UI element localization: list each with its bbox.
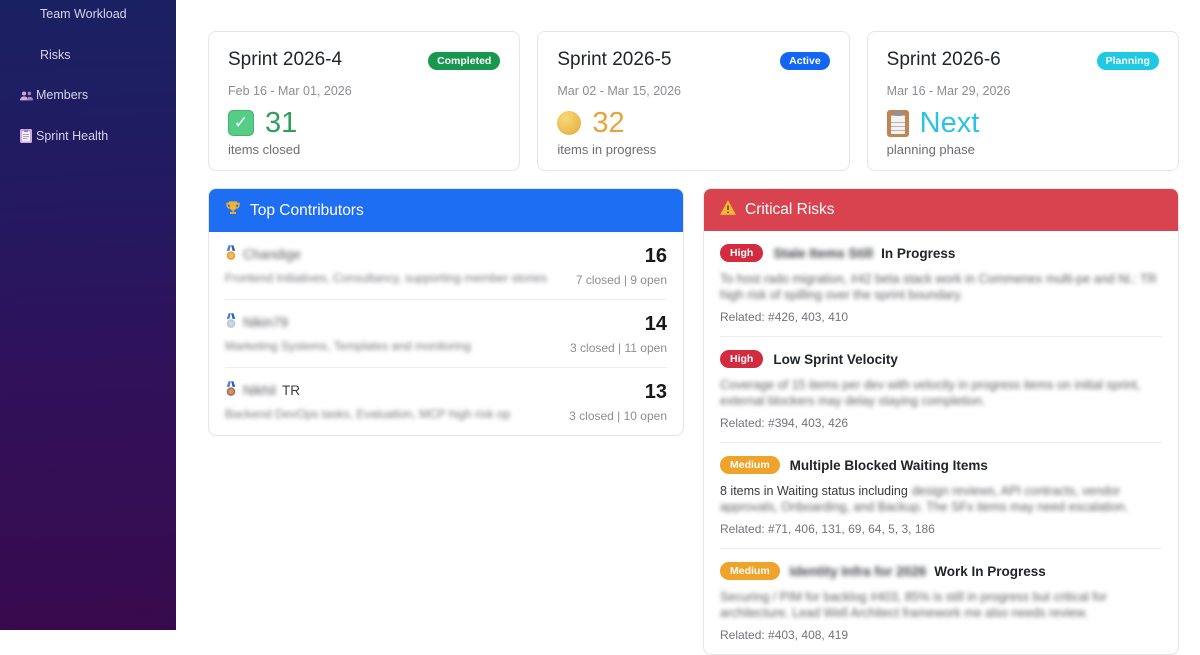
sidebar-item-team-workload[interactable]: Team Workload	[0, 0, 176, 35]
sprint-title: Sprint 2026-6	[886, 49, 1001, 70]
sprint-health-icon	[20, 128, 33, 143]
contributor-count: 13	[644, 381, 667, 403]
contributor-stats: 3 closed | 10 open	[569, 409, 667, 423]
status-badge: Completed	[428, 52, 501, 70]
sprint-card-2026-5: Sprint 2026-5 Active Mar 02 - Mar 15, 20…	[537, 31, 850, 171]
risk-description: 8 items in Waiting status including	[720, 484, 908, 498]
risk-title-redacted: Stale Items Still	[773, 245, 874, 261]
status-badge: Active	[780, 52, 830, 70]
check-square-icon: ✓	[228, 110, 254, 136]
sidebar-nav: Team Workload Risks Members Sprint Healt…	[0, 0, 176, 156]
panel-title: Critical Risks	[745, 201, 835, 218]
contributor-description: Frontend Initiatives, Consultancy, suppo…	[225, 271, 547, 285]
risk-row: Medium Multiple Blocked Waiting Items 8 …	[720, 442, 1162, 548]
contributor-name: Nikin79	[243, 315, 289, 330]
risk-title: Multiple Blocked Waiting Items	[789, 457, 988, 473]
contributor-description: Marketing Systems, Templates and monitor…	[225, 339, 471, 353]
sprint-dates: Feb 16 - Mar 01, 2026	[228, 84, 352, 98]
sprint-title: Sprint 2026-5	[557, 49, 672, 70]
contributor-name: Chandige	[243, 247, 301, 262]
contributor-name: Nikhil	[243, 383, 277, 398]
sprint-card-2026-6: Sprint 2026-6 Planning Mar 16 - Mar 29, …	[866, 31, 1179, 171]
metric-value: Next	[919, 106, 980, 139]
sidebar-item-members[interactable]: Members	[0, 75, 176, 116]
top-contributors-header: Top Contributors	[209, 189, 683, 232]
sprint-dates: Mar 02 - Mar 15, 2026	[557, 84, 681, 98]
top-contributors-panel: Top Contributors Chandige Frontend Initi…	[208, 188, 684, 436]
sidebar-item-label: Sprint Health	[36, 128, 109, 143]
warning-icon	[720, 200, 736, 220]
risk-related-items: Related: #426, 403, 410	[720, 310, 849, 324]
sprint-title: Sprint 2026-4	[228, 49, 343, 70]
severity-badge: Medium	[720, 456, 780, 474]
sidebar-item-label: Risks	[40, 47, 71, 62]
risk-title-redacted: Identity Infra for 2026	[789, 563, 927, 579]
metric-value: 32	[592, 106, 625, 139]
clipboard-icon	[886, 109, 909, 137]
contributor-stats: 7 closed | 9 open	[575, 273, 667, 287]
sprint-dates: Mar 16 - Mar 29, 2026	[886, 84, 1011, 98]
risk-title: In Progress	[881, 245, 956, 261]
metric-label: items in progress	[557, 142, 657, 157]
gold-medal-icon	[225, 245, 237, 264]
risk-description-redacted: To host rado migration, #42 beta stack w…	[720, 272, 1157, 302]
panel-title: Top Contributors	[250, 201, 364, 219]
risk-row: High Low Sprint Velocity Coverage of 15 …	[720, 336, 1162, 442]
severity-badge: High	[720, 244, 764, 262]
contributor-row: Nikhil TR Backend DevOps tasks, Evaluati…	[225, 367, 667, 435]
contributor-stats: 3 closed | 11 open	[570, 341, 667, 355]
risk-title: Low Sprint Velocity	[773, 351, 898, 367]
severity-badge: High	[720, 350, 764, 368]
status-badge: Planning	[1096, 52, 1159, 70]
trophy-icon	[225, 200, 241, 221]
sidebar-item-sprint-health[interactable]: Sprint Health	[0, 116, 176, 157]
sidebar-item-label: Members	[36, 88, 89, 103]
risk-related-items: Related: #394, 403, 426	[720, 416, 849, 430]
main-content: Sprint 2026-4 Completed Feb 16 - Mar 01,…	[176, 0, 1200, 655]
risk-description-redacted: design reviews, API contracts, vendor ap…	[720, 484, 1129, 514]
silver-medal-icon	[225, 313, 237, 332]
contributor-count: 16	[644, 245, 667, 267]
risk-title: Work In Progress	[934, 563, 1046, 579]
yellow-circle-icon	[557, 111, 582, 135]
risk-related-items: Related: #403, 408, 419	[720, 628, 849, 642]
risk-row: Medium Identity Infra for 2026 Work In Pr…	[720, 548, 1162, 654]
critical-risks-panel: Critical Risks High Stale Items Still In …	[703, 188, 1179, 655]
contributor-count: 14	[644, 313, 667, 335]
contributor-description: Backend DevOps tasks, Evaluation, MCP hi…	[225, 407, 511, 421]
bronze-medal-icon	[225, 381, 237, 400]
severity-badge: Medium	[720, 562, 780, 580]
risk-description-redacted: Coverage of 15 items per dev with veloci…	[720, 378, 1141, 408]
risk-related-items: Related: #71, 406, 131, 69, 64, 5, 3, 18…	[720, 522, 935, 536]
sidebar-item-risks[interactable]: Risks	[0, 35, 176, 76]
members-icon	[20, 88, 33, 102]
risk-description-redacted: Securing / PIM for backlog #403, 85% is …	[720, 590, 1107, 620]
contributor-row: Chandige Frontend Initiatives, Consultan…	[225, 232, 667, 299]
sidebar-item-label: Team Workload	[40, 7, 127, 22]
metric-value: 31	[265, 106, 298, 139]
metric-label: items closed	[228, 142, 301, 157]
critical-risks-header: Critical Risks	[704, 189, 1178, 231]
contributor-name-suffix: TR	[282, 383, 301, 398]
sprint-cards-row: Sprint 2026-4 Completed Feb 16 - Mar 01,…	[208, 31, 1179, 171]
risk-row: High Stale Items Still In Progress To hos…	[720, 231, 1162, 336]
sidebar: Team Workload Risks Members Sprint Healt…	[0, 0, 176, 630]
sprint-card-2026-4: Sprint 2026-4 Completed Feb 16 - Mar 01,…	[208, 31, 521, 171]
contributor-row: Nikin79 Marketing Systems, Templates and…	[225, 299, 667, 367]
metric-label: planning phase	[886, 142, 975, 157]
